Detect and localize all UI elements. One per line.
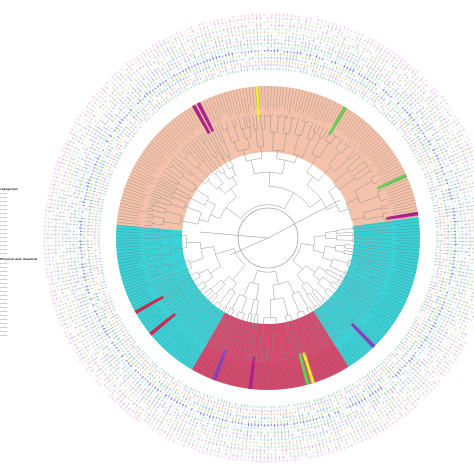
annotation-ring [71, 41, 465, 435]
legend-item: ──── [0, 196, 8, 200]
legend-item: ──── [0, 252, 8, 256]
long-branch [229, 237, 269, 256]
clade-accent [328, 106, 348, 136]
long-branch [267, 199, 341, 239]
legend-list-physical-chemical: ──── ──── ──── ──── ──── ──── ──── ──── ──── ────… [0, 262, 38, 338]
annotation-ring [43, 12, 474, 463]
clade-accent [350, 322, 376, 349]
legend-heading-categories: categories [0, 187, 18, 191]
legend-item: ──── [0, 278, 8, 282]
legend-item: ──── [0, 236, 8, 240]
legend-item: ──── [0, 322, 8, 326]
legend-item: ──── [0, 240, 8, 244]
legend-item: ──── [0, 262, 8, 266]
annotation-ring [86, 56, 450, 420]
annotation-ring [50, 20, 474, 457]
legend-item: ──── [0, 314, 8, 318]
legend-item: ──── [0, 334, 8, 338]
long-branch [199, 231, 269, 239]
legend-item: ──── [0, 228, 8, 232]
clade-accent [248, 357, 256, 390]
annotation-ring [68, 38, 468, 438]
legend-item: ──── [0, 248, 8, 252]
legend-item: ──── [0, 286, 8, 290]
legend-list-categories: ──── ──── ──── ──── ──── ──── ──── ──── ──── ────… [0, 192, 38, 256]
annotation-ring [97, 66, 440, 410]
legend-heading-physical-chemical: Physical and chemical categories [0, 257, 38, 261]
annotation-rings [43, 12, 474, 463]
clade-accent [192, 104, 211, 135]
clade-accent [386, 211, 419, 221]
legend-item: ──── [0, 290, 8, 294]
branch-lines [144, 113, 393, 363]
legend-item: ──── [0, 306, 8, 310]
legend-item: ──── [0, 330, 8, 334]
annotation-ring [92, 63, 443, 414]
legend-item: ──── [0, 216, 8, 220]
legend-item: ──── [0, 192, 8, 196]
clade-segment [313, 216, 421, 367]
legend-panel: categories ──── ──── ──── ──── ──── ──── ──── ─… [0, 186, 38, 338]
legend-item: ──── [0, 244, 8, 248]
annotation-ring [78, 49, 458, 428]
legend-item: ──── [0, 232, 8, 236]
annotation-ring [46, 16, 474, 460]
annotation-ring [53, 23, 474, 453]
legend-item: ──── [0, 224, 8, 228]
legend-item: ──── [0, 326, 8, 330]
clade-accent [302, 352, 315, 384]
legend-item: ──── [0, 294, 8, 298]
clade-accent [134, 295, 165, 314]
legend-item: ──── [0, 302, 8, 306]
leaf-ticks [115, 85, 421, 391]
annotation-ring [82, 52, 454, 424]
clade-accent [376, 173, 408, 190]
legend-item: ──── [0, 318, 8, 322]
legend-item: ──── [0, 282, 8, 286]
clade-segment [116, 224, 188, 290]
legend-item: ──── [0, 208, 8, 212]
annotation-ring [75, 44, 462, 431]
legend-item: ──── [0, 266, 8, 270]
phylogenetic-tree-branches [144, 113, 393, 363]
clade-accent [149, 312, 177, 336]
clade-segment [116, 85, 419, 231]
legend-item: ──── [0, 310, 8, 314]
legend-item: ──── [0, 220, 8, 224]
annotation-ring [57, 27, 474, 449]
annotation-ring [63, 34, 472, 441]
legend-item: ──── [0, 274, 8, 278]
clade-accent [254, 86, 261, 119]
legend-item: ──── [0, 200, 8, 204]
legend-item: ──── [0, 204, 8, 208]
clade-accent [212, 349, 227, 381]
annotation-ring [89, 59, 447, 417]
legend-item: ──── [0, 298, 8, 302]
annotation-ring [61, 31, 474, 446]
legend-item: ──── [0, 270, 8, 274]
legend-item: ──── [0, 212, 8, 216]
